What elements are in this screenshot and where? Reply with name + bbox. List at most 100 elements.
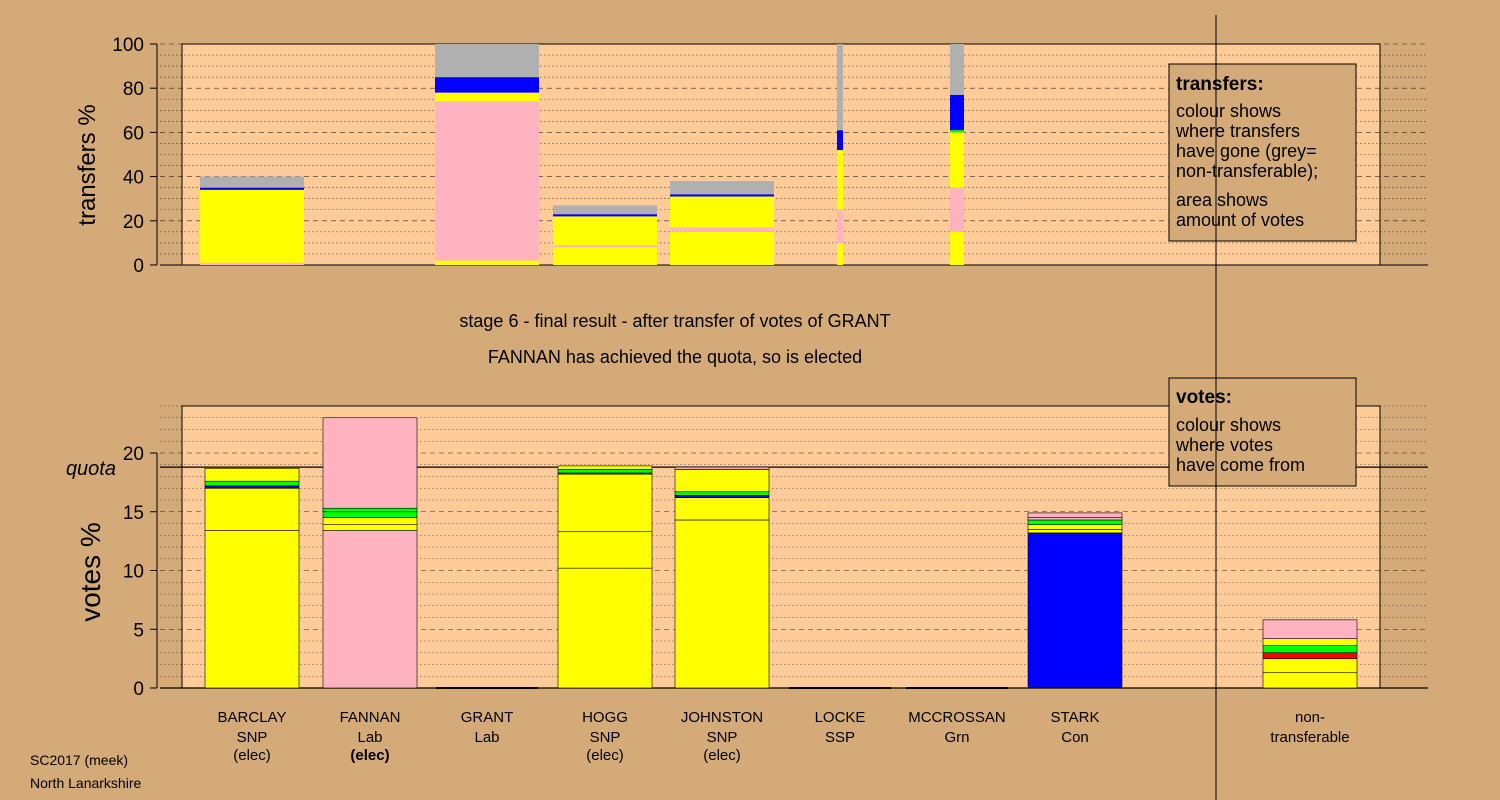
votes-bar-segment [557,473,653,533]
transfers-legend-line: where transfers [1175,121,1300,141]
votes-bar-segment [557,469,653,474]
votes-bar-segment [322,517,418,525]
transfers-legend-line: area shows [1176,190,1268,210]
candidate-party-label: Lab [357,729,382,746]
transfers-ytick-label: 80 [123,79,144,100]
transfers-legend-line: have gone (grey= [1176,141,1317,161]
transfer-bar-segment [950,44,964,95]
stage-subtitle: FANNAN has achieved the quota, so is ele… [488,347,862,367]
transfer-bar-segment [670,181,774,195]
votes-bar-segment [1262,638,1358,647]
transfer-bar-segment [553,247,657,265]
transfer-bar-segment [837,242,843,265]
transfer-bar-segment [435,260,539,265]
votes-legend-box [1168,377,1357,487]
votes-bar-segment [322,511,418,518]
nontransferable-label-line1: non- [1295,709,1325,726]
candidate-name-label: HOGG [582,709,628,726]
votes-bar-segment [322,524,418,531]
transfer-bar-segment [670,227,774,232]
votes-bar-segment [322,417,418,509]
votes-bar-segment [1262,658,1358,674]
candidate-status-label: (elec) [350,747,389,764]
transfer-bar-segment [435,44,539,78]
votes-bar-segment [674,469,770,493]
transfer-bar-segment [950,187,964,232]
candidate-party-label: SNP [707,729,738,746]
transfers-legend-title: transfers: [1176,74,1264,95]
transfers-legend-line: amount of votes [1176,210,1304,230]
votes-bar-segment [1027,532,1123,689]
votes-ylabel: votes % [75,522,106,622]
transfer-bar-segment [553,205,657,215]
quota-label: quota [66,458,116,480]
transfer-bar-segment [200,262,304,265]
votes-legend-title: votes: [1176,387,1232,408]
candidate-party-label: SNP [237,729,268,746]
nontransferable-label-line2: transferable [1270,729,1349,746]
votes-bar-segment [1262,619,1358,639]
transfer-bar-segment [200,258,304,263]
votes-bar-segment [1262,652,1358,659]
transfer-bar-segment [553,245,657,248]
transfer-bar-segment [200,176,304,188]
votes-ytick-label: 10 [123,562,144,583]
votes-bar-segment [204,530,300,689]
votes-bar-segment [557,567,653,689]
transfer-bar-segment [435,97,539,102]
votes-bar-segment [204,487,300,531]
transfer-bar-segment [950,94,964,131]
transfer-bar-segment [200,187,304,190]
votes-bar-segment [674,519,770,689]
transfers-ytick-label: 100 [112,35,144,56]
transfer-bar-segment [670,196,774,228]
candidate-name-label: MCCROSSAN [908,709,1006,726]
candidate-name-label: BARCLAY [218,709,287,726]
transfers-legend-line: non-transferable); [1176,161,1318,181]
votes-legend-line: have come from [1176,455,1305,475]
votes-bar-segment [674,466,770,470]
transfers-legend-box [1168,63,1357,242]
candidate-party-label: Lab [474,729,499,746]
candidate-party-label: Con [1061,729,1089,746]
candidate-name-label: FANNAN [340,709,401,726]
transfer-bar-segment [553,214,657,217]
transfer-bar-segment [837,44,843,131]
transfer-bar-segment [950,231,964,265]
candidate-status-label: (elec) [233,747,271,764]
candidate-name-label: STARK [1051,709,1100,726]
transfers-chart: 0 20 40 60 80 100 transfers % transfers: colour … [74,35,1428,277]
votes-ytick-label: 0 [133,679,144,700]
transfer-bar-segment [950,130,964,133]
candidate-status-label: (elec) [586,747,624,764]
votes-ytick-label: 20 [123,444,144,465]
transfers-ytick-label: 40 [123,168,144,189]
transfer-bar-segment [200,189,304,259]
candidate-status-label: (elec) [703,747,741,764]
transfers-ytick-label: 0 [133,256,144,277]
votes-bar-segment [1027,512,1123,518]
transfer-bar-segment [950,132,964,188]
candidate-party-label: SSP [825,729,855,746]
votes-bar-segment [204,467,300,482]
votes-bar-segment [557,531,653,569]
transfer-bar-segment [670,231,774,265]
transfer-bar-segment [435,92,539,98]
transfer-bar-segment [837,130,843,151]
candidate-name-label: LOCKE [815,709,866,726]
votes-bar-segment [674,497,770,521]
candidate-party-label: Grn [944,729,969,746]
transfer-bar-segment [670,194,774,197]
candidate-party-label: SNP [590,729,621,746]
votes-legend-line: colour shows [1176,415,1281,435]
votes-bar-segment [322,530,418,689]
votes-bar-segment [1027,517,1123,521]
votes-bar-segment [204,485,300,489]
transfers-legend-line: colour shows [1176,101,1281,121]
transfer-bar-segment [435,77,539,93]
